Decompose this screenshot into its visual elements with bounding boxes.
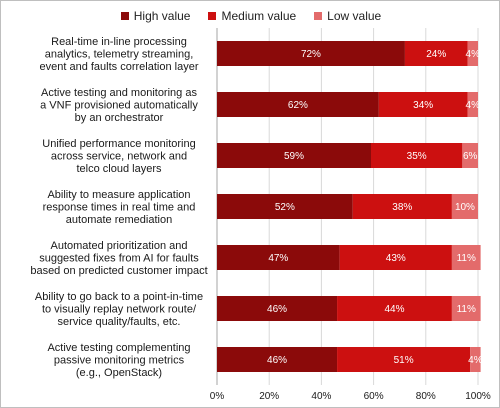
category-label: Active testing and monitoring as [41, 87, 197, 99]
bar-segment [451, 245, 481, 270]
category-label: a VNF provisioned automatically [40, 100, 198, 112]
category-label: to visually replay network route/ [42, 304, 197, 316]
bar-value-label: 44% [384, 304, 404, 315]
legend-label-high: High value [133, 9, 191, 23]
bar-segment [217, 41, 405, 66]
category-label: service quality/faults, etc. [58, 316, 181, 328]
legend-item-high: High value [120, 9, 191, 23]
category-label: (e.g., OpenStack) [76, 367, 162, 379]
bar-value-label: 43% [386, 253, 406, 264]
bar-segment [462, 143, 478, 168]
x-tick-label: 0% [210, 391, 225, 402]
legend-item-low: Low value [314, 9, 381, 23]
bar-value-label: 11% [457, 304, 476, 315]
bar-segment [467, 41, 478, 66]
bar-segment [352, 194, 452, 219]
legend-swatch-medium [208, 12, 217, 20]
bar-value-label: 4% [468, 355, 483, 366]
category-label: automate remediation [66, 214, 172, 226]
bar-segment [217, 245, 340, 270]
bar-value-label: 46% [267, 355, 287, 366]
legend-swatch-low [314, 12, 323, 20]
category-label: passive monitoring metrics [54, 355, 185, 367]
x-tick-label: 80% [416, 391, 436, 402]
x-tick-label: 100% [465, 391, 491, 402]
category-label: Automated prioritization and [51, 240, 188, 252]
legend-label-low: Low value [327, 9, 382, 23]
bar-segment [467, 92, 478, 117]
bar-value-label: 4% [466, 100, 481, 111]
x-tick-label: 20% [259, 391, 279, 402]
bar-value-label: 72% [301, 49, 321, 60]
bar-segment [378, 92, 468, 117]
bar-segment [337, 296, 452, 321]
category-label: based on predicted customer impact [30, 265, 207, 277]
bar-segment [451, 296, 481, 321]
x-tick-label: 40% [311, 391, 331, 402]
category-label: Active testing complementing [47, 342, 190, 354]
category-label: event and faults correlation layer [40, 61, 199, 73]
bar-value-label: 10% [455, 202, 475, 213]
bar-value-label: 11% [457, 253, 476, 264]
legend-swatch-high [120, 12, 129, 20]
category-label: Real-time in-line processing [51, 36, 187, 48]
category-label: response times in real time and [43, 202, 196, 214]
bar-segment [217, 143, 371, 168]
bar-value-label: 46% [267, 304, 287, 315]
category-label: Ability to go back to a point-in-time [35, 291, 203, 303]
bar-value-label: 24% [426, 49, 446, 60]
category-label: across service, network and [51, 151, 187, 163]
bar-segment [217, 92, 379, 117]
category-label: Unified performance monitoring [42, 138, 195, 150]
bar-segment [370, 143, 463, 168]
category-label: Ability to measure application [47, 189, 190, 201]
bar-value-label: 47% [268, 253, 288, 264]
legend-label-medium: Medium value [221, 9, 297, 23]
category-label: by an orchestrator [75, 112, 164, 124]
bar-segment [217, 194, 353, 219]
bar-value-label: 62% [288, 100, 308, 111]
bar-value-label: 52% [275, 202, 295, 213]
category-label: telco cloud layers [77, 163, 162, 175]
bar-value-label: 34% [413, 100, 433, 111]
category-label: analytics, telemetry streaming, [45, 49, 194, 61]
bar-segment [337, 347, 471, 372]
bar-value-label: 38% [392, 202, 412, 213]
bar-value-label: 6% [463, 151, 478, 162]
legend-item-medium: Medium value [208, 9, 296, 23]
x-tick-label: 60% [364, 391, 384, 402]
bar-value-label: 51% [394, 355, 414, 366]
bar-segment [217, 296, 338, 321]
legend: High value Medium value Low value [1, 9, 500, 23]
bar-segment [451, 194, 478, 219]
bar-segment [470, 347, 481, 372]
bar-segment [217, 347, 338, 372]
bar-value-label: 4% [466, 49, 481, 60]
bar-value-label: 59% [284, 151, 304, 162]
bar-segment [404, 41, 468, 66]
bar-segment [339, 245, 452, 270]
category-label: suggested fixes from AI for faults [39, 253, 199, 265]
bar-value-label: 35% [407, 151, 427, 162]
